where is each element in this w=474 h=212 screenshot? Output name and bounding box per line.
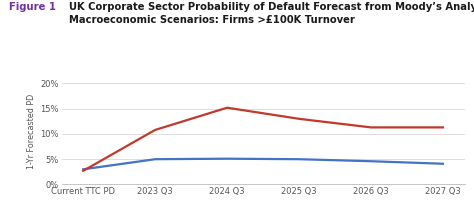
Text: UK Corporate Sector Probability of Default Forecast from Moody’s Analytics
Macro: UK Corporate Sector Probability of Defau… [69, 2, 474, 25]
Y-axis label: 1-Yr Forecasted PD: 1-Yr Forecasted PD [27, 94, 36, 169]
Text: Figure 1: Figure 1 [9, 2, 56, 12]
